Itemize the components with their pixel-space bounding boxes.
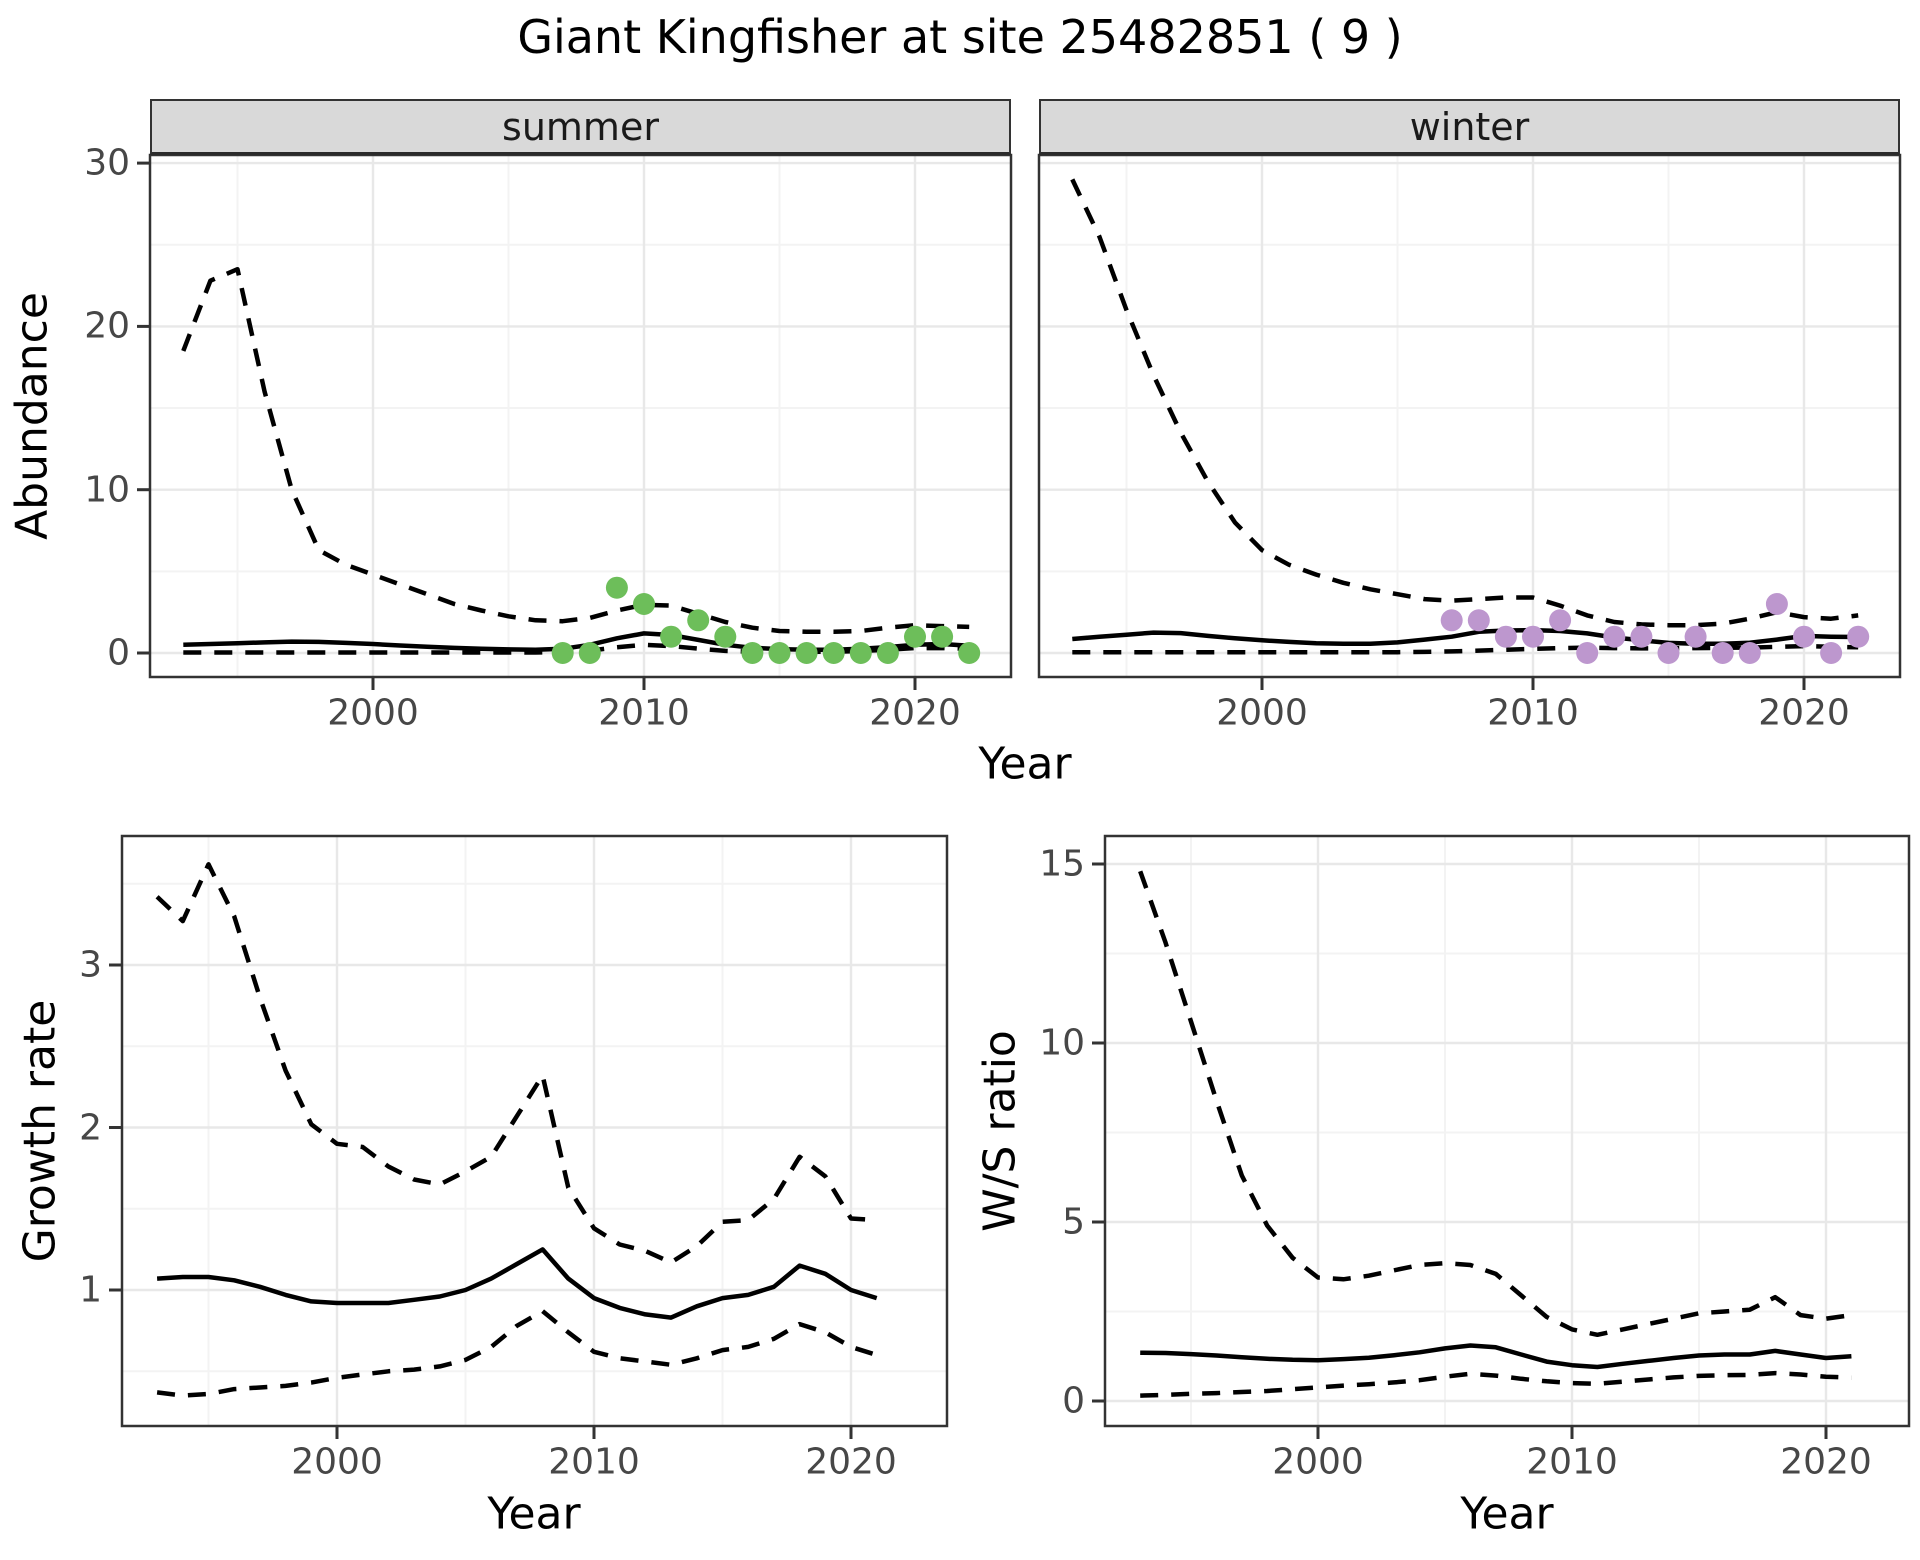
ws-axis-title: W/S ratio	[974, 1030, 1026, 1232]
ws-ratio-upper_ci-line	[1138, 870, 1852, 1338]
facet-strip-summer: summer	[150, 99, 1011, 155]
panel-abundance-winter	[1037, 153, 1902, 690]
facet-strip-winter: winter	[1039, 99, 1900, 155]
facet-strip-summer-label: summer	[502, 104, 659, 149]
panel-ws-ratio	[1092, 834, 1911, 1439]
data-point-observed-winter	[1549, 609, 1572, 632]
panel-border	[120, 834, 949, 1428]
data-point-observed-winter	[1522, 625, 1544, 648]
data-point-observed-winter	[1494, 625, 1517, 648]
data-point-observed-summer	[633, 593, 655, 615]
growth-rate-upper_ci-line	[155, 862, 877, 1265]
y-tick-label-abundance-summer: 10	[84, 469, 130, 511]
data-point-observed-winter	[1657, 642, 1680, 664]
data-point-observed-winter	[1630, 625, 1653, 648]
growth-axis-title: Growth rate	[14, 999, 66, 1263]
y-tick-label-ws-ratio: 0	[1062, 1380, 1085, 1422]
growth-rate-mean-line	[156, 1247, 878, 1320]
data-point-observed-winter	[1765, 593, 1788, 615]
data-point-observed-summer	[822, 642, 845, 664]
y-tick-label-abundance-summer: 30	[84, 142, 130, 184]
data-point-observed-summer	[660, 625, 683, 648]
year-axis-title-growth: Year	[487, 1488, 581, 1540]
ws-ratio-mean-line	[1140, 1343, 1852, 1370]
data-point-observed-summer	[741, 642, 764, 664]
data-point-observed-summer	[795, 642, 818, 664]
y-tick-label-abundance-summer: 20	[84, 305, 130, 347]
panel-border	[1103, 834, 1911, 1428]
facet-strip-winter-label: winter	[1409, 104, 1530, 149]
y-tick-label-ws-ratio: 10	[1039, 1022, 1085, 1064]
x-tick-label-abundance-summer: 2020	[869, 692, 961, 734]
panel-growth-rate	[109, 834, 949, 1439]
data-point-observed-summer	[578, 642, 601, 664]
y-tick-label-ws-ratio: 5	[1062, 1201, 1085, 1243]
data-point-observed-summer	[551, 642, 574, 664]
data-point-observed-winter	[1847, 625, 1870, 648]
data-point-observed-summer	[687, 609, 710, 632]
y-tick-label-abundance-summer: 0	[107, 632, 130, 674]
plot-title: Giant Kingfisher at site 25482851 ( 9 )	[517, 10, 1403, 64]
data-point-observed-winter	[1711, 642, 1734, 664]
data-point-observed-winter	[1576, 642, 1599, 664]
data-point-observed-summer	[605, 576, 628, 599]
data-point-observed-summer	[931, 625, 954, 648]
data-point-observed-winter	[1603, 625, 1626, 648]
x-tick-label-abundance-winter: 2010	[1487, 692, 1579, 734]
abundance-summer-upper_ci-line	[181, 266, 970, 635]
data-point-observed-winter	[1467, 609, 1490, 632]
data-point-observed-summer	[904, 625, 926, 648]
abundance-summer-points	[551, 576, 981, 664]
x-tick-label-abundance-summer: 2000	[327, 692, 419, 734]
data-point-observed-winter	[1820, 642, 1843, 664]
data-point-observed-winter	[1738, 642, 1761, 664]
x-tick-label-abundance-winter: 2020	[1758, 692, 1850, 734]
panel-abundance-summer	[137, 153, 1013, 690]
abundance-winter-upper_ci-line	[1070, 178, 1859, 628]
data-point-observed-summer	[849, 642, 872, 664]
y-tick-label-growth-rate: 1	[79, 1269, 102, 1311]
abundance-axis-title: Abundance	[6, 292, 58, 540]
data-point-observed-summer	[768, 642, 791, 664]
year-axis-title-top: Year	[978, 738, 1072, 790]
y-tick-label-ws-ratio: 15	[1039, 843, 1085, 885]
data-point-observed-summer	[714, 625, 737, 648]
data-point-observed-winter	[1684, 625, 1707, 648]
x-tick-label-growth-rate: 2020	[805, 1441, 897, 1483]
ws-ratio-lower_ci-line	[1140, 1370, 1852, 1398]
x-tick-label-ws-ratio: 2010	[1526, 1441, 1618, 1483]
data-point-observed-summer	[958, 642, 981, 664]
panel-border	[1037, 153, 1902, 679]
x-tick-label-ws-ratio: 2000	[1272, 1441, 1364, 1483]
y-tick-label-growth-rate: 3	[79, 944, 102, 986]
x-tick-label-growth-rate: 2010	[548, 1441, 640, 1483]
x-tick-label-ws-ratio: 2020	[1780, 1441, 1872, 1483]
x-tick-label-abundance-winter: 2000	[1216, 692, 1308, 734]
x-tick-label-growth-rate: 2000	[291, 1441, 383, 1483]
abundance-winter-points	[1440, 593, 1870, 664]
data-point-observed-winter	[1440, 609, 1463, 632]
data-point-observed-summer	[876, 642, 899, 664]
year-axis-title-ws: Year	[1460, 1488, 1554, 1540]
data-point-observed-winter	[1793, 625, 1815, 648]
y-tick-label-growth-rate: 2	[79, 1107, 102, 1148]
growth-rate-lower_ci-line	[156, 1308, 878, 1398]
panel-border	[148, 153, 1013, 679]
x-tick-label-abundance-summer: 2010	[598, 692, 690, 734]
